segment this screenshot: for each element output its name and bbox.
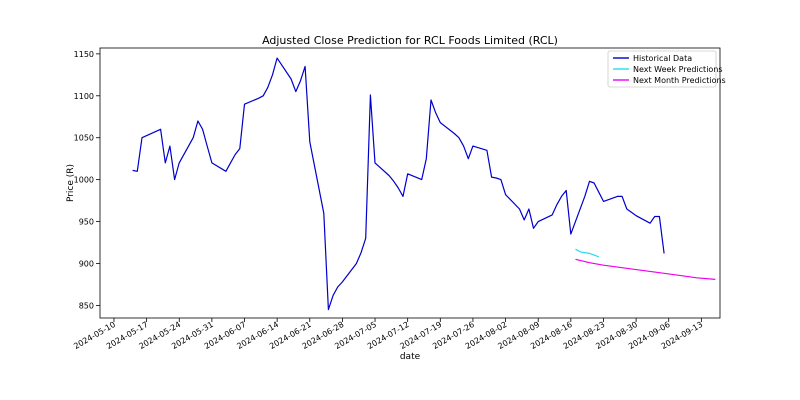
y-tick-label: 850 <box>79 301 94 310</box>
legend-label-next-week-predictions: Next Week Predictions <box>633 65 723 74</box>
y-axis: 850 900 950 1000 1050 1100 1150 <box>74 50 100 310</box>
plot-area: 850 900 950 1000 1050 1100 1150 2024-05-102024… <box>72 47 721 351</box>
x-axis-title: date <box>400 352 421 362</box>
legend-label-next-month-predictions: Next Month Predictions <box>633 76 726 85</box>
series-line-next-week-predictions <box>575 248 600 258</box>
y-tick-label: 1050 <box>74 134 94 143</box>
y-tick-label: 1000 <box>74 176 94 185</box>
y-tick-label: 1100 <box>74 92 94 101</box>
series-line-next-month-predictions <box>575 258 716 280</box>
y-tick-label: 1150 <box>74 50 94 59</box>
legend-box <box>607 50 717 88</box>
plot-frame <box>99 47 721 319</box>
legend-label-historical-data: Historical Data <box>633 54 692 63</box>
legend: Historical Data Next Week Predictions Next… <box>607 50 726 88</box>
chart-title: Adjusted Close Prediction for RCL Foods … <box>262 34 558 47</box>
x-axis: 2024-05-102024-05-172024-05-242024-05-31… <box>72 318 704 351</box>
y-tick-label: 900 <box>79 259 94 268</box>
series-line-historical-data <box>132 57 665 311</box>
y-tick-label: 950 <box>79 218 94 227</box>
y-axis-title: Price (R) <box>66 164 76 202</box>
series-lines <box>132 57 716 311</box>
